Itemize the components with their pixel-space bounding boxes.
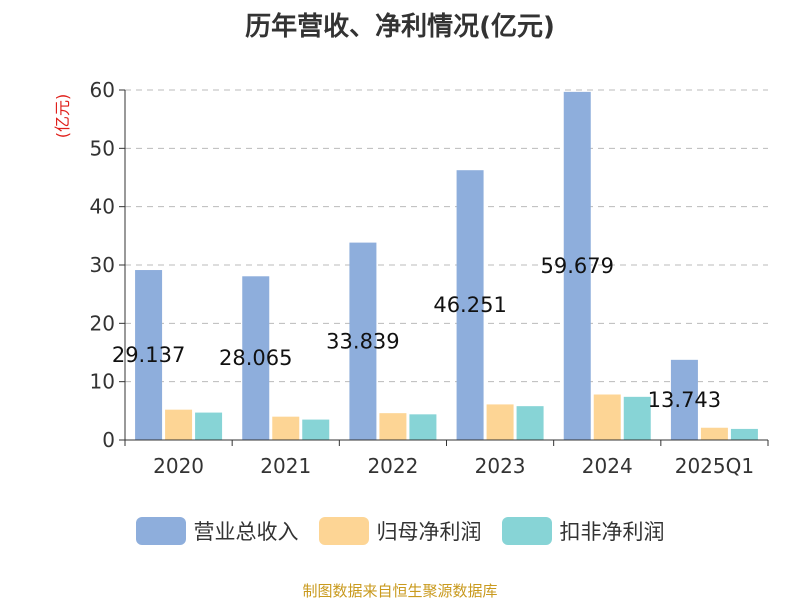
y-tick-label: 60 bbox=[90, 78, 115, 102]
bar-1 bbox=[486, 404, 514, 440]
y-tick-label: 30 bbox=[90, 253, 115, 277]
y-tick-label: 20 bbox=[90, 311, 115, 335]
bar-0 bbox=[563, 91, 591, 440]
bar-1 bbox=[593, 394, 621, 440]
legend-label: 营业总收入 bbox=[193, 520, 299, 544]
source-note: 制图数据来自恒生聚源数据库 bbox=[302, 582, 498, 600]
y-axis-label: (亿元) bbox=[53, 94, 72, 139]
bar-1 bbox=[272, 416, 300, 440]
legend: 营业总收入 归母净利润 扣非净利润 bbox=[0, 516, 800, 546]
legend-item[interactable]: 归母净利润 bbox=[318, 516, 482, 546]
x-tick-label: 2023 bbox=[475, 454, 526, 478]
bar-0 bbox=[670, 359, 698, 440]
x-tick-label: 2025Q1 bbox=[675, 454, 754, 478]
bar-1 bbox=[700, 427, 728, 440]
bar-1 bbox=[165, 409, 193, 440]
legend-label: 归母净利润 bbox=[376, 520, 482, 544]
data-label: 29.137 bbox=[112, 343, 185, 367]
bar-0 bbox=[135, 270, 163, 440]
y-tick-label: 10 bbox=[90, 370, 115, 394]
bar-2 bbox=[195, 412, 223, 440]
bar-2 bbox=[623, 396, 651, 440]
x-tick-label: 2022 bbox=[367, 454, 418, 478]
x-tick-label: 2024 bbox=[582, 454, 633, 478]
x-tick-label: 2021 bbox=[260, 454, 311, 478]
y-tick-label: 0 bbox=[102, 428, 115, 452]
bar-0 bbox=[349, 242, 377, 440]
bar-2 bbox=[516, 406, 544, 440]
bar-0 bbox=[456, 170, 484, 440]
legend-swatch bbox=[135, 517, 186, 545]
bar-2 bbox=[302, 419, 330, 440]
data-label: 28.065 bbox=[219, 346, 292, 370]
axes: 0 10 20 30 40 50 60 2020 2021 2022 2023 2024 2025Q1 bbox=[90, 78, 769, 478]
data-labels: 29.137 28.065 33.839 46.251 59.679 13.743 bbox=[112, 254, 721, 412]
legend-swatch bbox=[501, 517, 552, 545]
bar-2 bbox=[409, 414, 437, 440]
data-label: 59.679 bbox=[541, 254, 614, 278]
y-tick-label: 40 bbox=[90, 195, 115, 219]
legend-swatch bbox=[318, 517, 369, 545]
bar-1 bbox=[379, 413, 407, 440]
data-label: 46.251 bbox=[433, 293, 506, 317]
bar-2 bbox=[730, 428, 758, 440]
data-label: 13.743 bbox=[648, 388, 721, 412]
bar-0 bbox=[242, 276, 270, 440]
bars bbox=[135, 91, 758, 440]
legend-item[interactable]: 扣非净利润 bbox=[501, 516, 665, 546]
y-tick-label: 50 bbox=[90, 136, 115, 160]
data-label: 33.839 bbox=[326, 329, 399, 353]
x-tick-label: 2020 bbox=[153, 454, 204, 478]
gridlines bbox=[125, 89, 768, 383]
legend-label: 扣非净利润 bbox=[559, 520, 665, 544]
legend-item[interactable]: 营业总收入 bbox=[135, 516, 299, 546]
chart-title: 历年营收、净利情况(亿元) bbox=[245, 12, 555, 42]
